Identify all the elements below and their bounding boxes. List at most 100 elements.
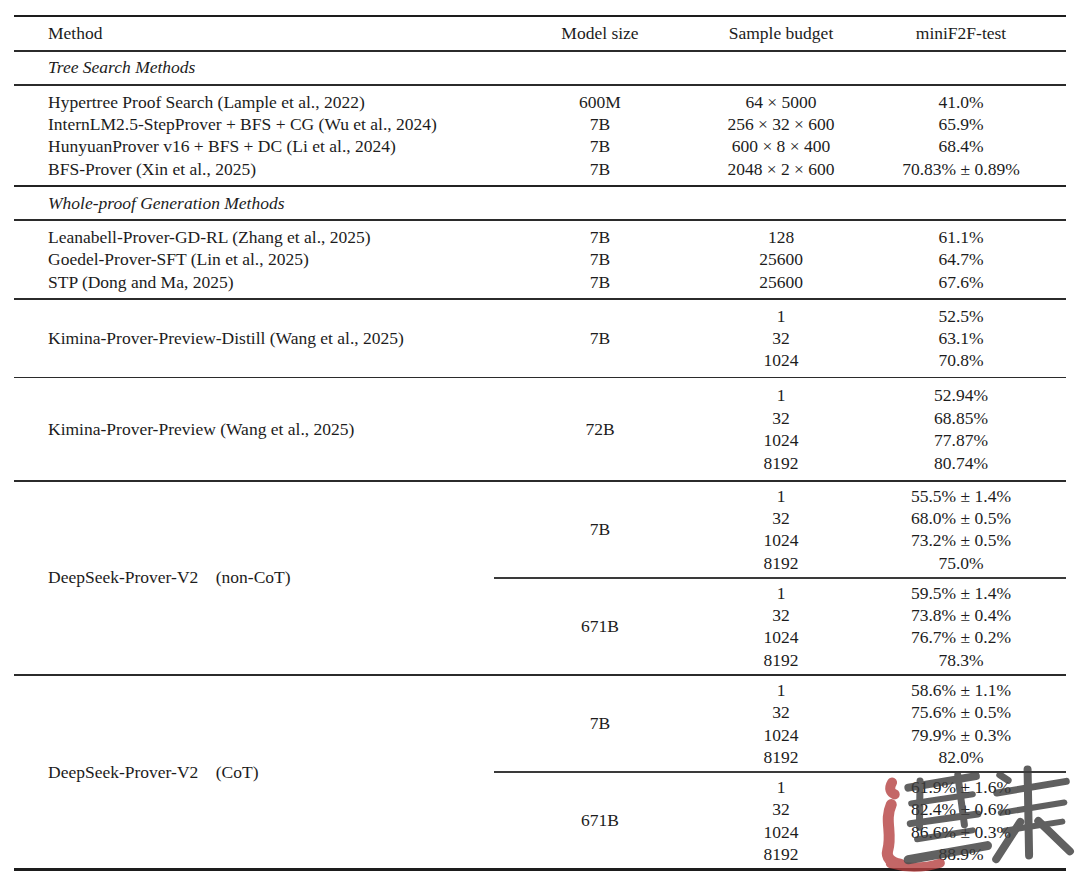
sample-budget-cell: 64 × 5000 [706, 91, 856, 113]
budget-value: 1024 [706, 529, 856, 551]
subgroup-671b: 671B 1 32 1024 8192 59.5% ± 1.4% 73.8% ±… [494, 579, 1066, 675]
method-cell: Goedel-Prover-SFT (Lin et al., 2025) [14, 248, 494, 270]
section-label-tree-search: Tree Search Methods [14, 52, 1066, 84]
table-row: InternLM2.5-StepProver + BFS + CG (Wu et… [14, 113, 1066, 135]
budget-value: 8192 [706, 552, 856, 574]
result-value: 75.0% [856, 552, 1066, 574]
method-cell: DeepSeek-Prover-V2 (CoT) [14, 676, 494, 869]
result-cell: 41.0% [856, 91, 1066, 113]
result-cell: 67.6% [856, 271, 1066, 293]
column-header-minif2f: miniF2F-test [856, 23, 1066, 44]
sample-budget-cell: 128 [706, 226, 856, 248]
model-size-cell: 7B [494, 485, 706, 575]
table-row: STP (Dong and Ma, 2025) 7B 25600 67.6% [14, 271, 1066, 293]
result-cell: 59.5% ± 1.4% 73.8% ± 0.4% 76.7% ± 0.2% 7… [856, 582, 1066, 672]
result-cell: 58.6% ± 1.1% 75.6% ± 0.5% 79.9% ± 0.3% 8… [856, 679, 1066, 769]
method-cell: DeepSeek-Prover-V2 (non-CoT) [14, 482, 494, 675]
table-row: Hypertree Proof Search (Lample et al., 2… [14, 91, 1066, 113]
method-cell: InternLM2.5-StepProver + BFS + CG (Wu et… [14, 113, 494, 135]
sample-budget-cell: 600 × 8 × 400 [706, 135, 856, 157]
sample-budget-cell: 256 × 32 × 600 [706, 113, 856, 135]
result-cell: 70.83% ± 0.89% [856, 158, 1066, 180]
model-size-cell: 72B [494, 384, 706, 474]
budget-value: 1024 [706, 626, 856, 648]
sample-budget-cell: 1 32 1024 8192 [706, 679, 856, 769]
budget-value: 32 [706, 407, 856, 429]
column-header-model-size: Model size [494, 23, 706, 44]
result-value: 55.5% ± 1.4% [856, 485, 1066, 507]
column-header-method: Method [14, 23, 494, 44]
model-size-cell: 600M [494, 91, 706, 113]
result-value: 82.0% [856, 746, 1066, 768]
method-cell: Hypertree Proof Search (Lample et al., 2… [14, 91, 494, 113]
results-table: Method Model size Sample budget miniF2F-… [14, 15, 1066, 871]
sample-budget-cell: 1 32 1024 8192 [706, 384, 856, 474]
budget-value: 1024 [706, 429, 856, 451]
budget-value: 1 [706, 485, 856, 507]
budget-value: 8192 [706, 649, 856, 671]
table-header-row: Method Model size Sample budget miniF2F-… [14, 17, 1066, 50]
tree-search-rows: Hypertree Proof Search (Lample et al., 2… [14, 86, 1066, 186]
result-value: 88.9% [856, 843, 1066, 865]
subgroup-671b: 671B 1 32 1024 8192 61.9% ± 1.6% 82.4% ±… [494, 773, 1066, 869]
result-value: 86.6% ± 0.3% [856, 821, 1066, 843]
result-cell: 64.7% [856, 248, 1066, 270]
budget-value: 1 [706, 384, 856, 406]
budget-value: 1024 [706, 349, 856, 371]
result-cell: 55.5% ± 1.4% 68.0% ± 0.5% 73.2% ± 0.5% 7… [856, 485, 1066, 575]
method-cell: BFS-Prover (Xin et al., 2025) [14, 158, 494, 180]
budget-value: 32 [706, 701, 856, 723]
sample-budget-cell: 1 32 1024 8192 [706, 776, 856, 866]
model-size-cell: 7B [494, 158, 706, 180]
budget-value: 32 [706, 327, 856, 349]
subgroup-7b: 7B 1 32 1024 8192 55.5% ± 1.4% 68.0% ± 0… [494, 482, 1066, 578]
group-row-deepseek-noncot: DeepSeek-Prover-V2 (non-CoT) 7B 1 32 102… [14, 482, 1066, 675]
result-cell: 68.4% [856, 135, 1066, 157]
group-row-kimina-distill: Kimina-Prover-Preview-Distill (Wang et a… [14, 300, 1066, 377]
method-cell: Kimina-Prover-Preview (Wang et al., 2025… [14, 384, 494, 474]
model-size-cell: 671B [494, 776, 706, 866]
sample-budget-cell: 1 32 1024 8192 [706, 582, 856, 672]
budget-value: 32 [706, 507, 856, 529]
result-value: 52.5% [856, 305, 1066, 327]
result-value: 61.9% ± 1.6% [856, 776, 1066, 798]
table-row: Goedel-Prover-SFT (Lin et al., 2025) 7B … [14, 248, 1066, 270]
result-cell: 65.9% [856, 113, 1066, 135]
result-cell: 61.9% ± 1.6% 82.4% ± 0.6% 86.6% ± 0.3% 8… [856, 776, 1066, 866]
budget-value: 8192 [706, 843, 856, 865]
budget-value: 1024 [706, 724, 856, 746]
result-value: 75.6% ± 0.5% [856, 701, 1066, 723]
model-size-cell: 7B [494, 305, 706, 372]
result-value: 63.1% [856, 327, 1066, 349]
group-row-deepseek-cot: DeepSeek-Prover-V2 (CoT) 7B 1 32 1024 81… [14, 676, 1066, 869]
result-value: 78.3% [856, 649, 1066, 671]
model-size-cell: 7B [494, 226, 706, 248]
budget-value: 8192 [706, 452, 856, 474]
subgroup-7b: 7B 1 32 1024 8192 58.6% ± 1.1% 75.6% ± 0… [494, 676, 1066, 772]
model-size-cell: 671B [494, 582, 706, 672]
bottom-rule [14, 868, 1066, 870]
budget-value: 32 [706, 604, 856, 626]
result-value: 52.94% [856, 384, 1066, 406]
model-size-cell: 7B [494, 135, 706, 157]
table-row: BFS-Prover (Xin et al., 2025) 7B 2048 × … [14, 158, 1066, 180]
budget-value: 32 [706, 798, 856, 820]
model-size-cell: 7B [494, 679, 706, 769]
result-value: 58.6% ± 1.1% [856, 679, 1066, 701]
method-cell: HunyuanProver v16 + BFS + DC (Li et al.,… [14, 135, 494, 157]
model-size-cell: 7B [494, 248, 706, 270]
model-size-cell: 7B [494, 113, 706, 135]
result-value: 80.74% [856, 452, 1066, 474]
result-value: 68.0% ± 0.5% [856, 507, 1066, 529]
sample-budget-cell: 2048 × 2 × 600 [706, 158, 856, 180]
result-value: 59.5% ± 1.4% [856, 582, 1066, 604]
group-row-kimina-preview: Kimina-Prover-Preview (Wang et al., 2025… [14, 378, 1066, 480]
sample-budget-cell: 1 32 1024 8192 [706, 485, 856, 575]
budget-value: 1024 [706, 821, 856, 843]
method-cell: Leanabell-Prover-GD-RL (Zhang et al., 20… [14, 226, 494, 248]
result-value: 76.7% ± 0.2% [856, 626, 1066, 648]
sample-budget-cell: 1 32 1024 [706, 305, 856, 372]
result-value: 73.8% ± 0.4% [856, 604, 1066, 626]
budget-value: 1 [706, 305, 856, 327]
result-cell: 52.5% 63.1% 70.8% [856, 305, 1066, 372]
